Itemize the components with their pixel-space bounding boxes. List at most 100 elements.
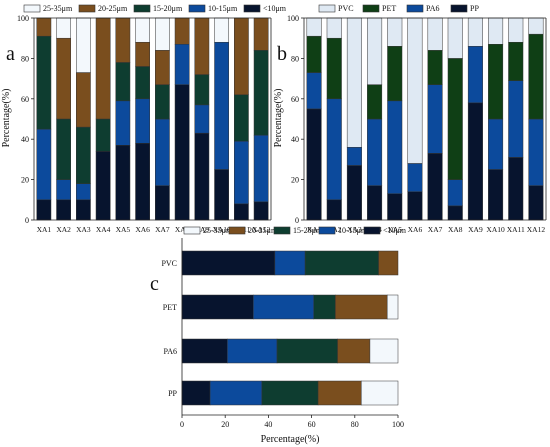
panel-a-x-tick-label: XA12 [252, 225, 271, 234]
panel-a-bar-segment [155, 50, 170, 85]
panel-a-bar-segment [135, 41, 150, 67]
panel-a-legend-swatch [133, 4, 151, 13]
panel-b-bar-segment [508, 17, 524, 43]
panel-b-y-tick-label: 20 [291, 176, 299, 185]
panel-c-bar-segment [181, 294, 254, 320]
panel-a-bar-segment [36, 128, 52, 201]
panel-c-bar-segment [317, 380, 362, 406]
panel-b-bar-segment [528, 17, 544, 35]
panel-c-bar-segment [335, 294, 388, 320]
panel-b-x-tick-label: XA1 [307, 225, 322, 234]
panel-a-bar-segment [76, 126, 91, 184]
panel-a-bar-segment [95, 151, 111, 221]
panel-b-bar-segment [508, 41, 524, 81]
panel-b-x-tick-label: XA11 [507, 225, 525, 234]
panel-a-bar-segment [135, 17, 150, 43]
panel-a-bar-segment [95, 17, 111, 120]
panel-a-bar-segment [135, 142, 150, 221]
panel-b-bar-segment [346, 165, 362, 221]
panel-b-bar-segment [467, 102, 483, 221]
panel-c-y-tick-label: PP [168, 389, 177, 398]
panel-a-bar-segment [234, 17, 249, 96]
panel-c-y-tick-label: PA6 [164, 347, 178, 356]
panel-a-bar-segment [155, 84, 170, 120]
panel-c-bar-segment [276, 338, 338, 364]
panel-c-y-tick-label: PET [163, 303, 177, 312]
panel-a-bar-segment [36, 199, 52, 221]
panel-a-bar-segment [234, 94, 249, 142]
panel-b-y-tick-label: 80 [291, 54, 299, 63]
panel-b-bar-segment [306, 108, 322, 221]
panel-a-bar-segment [155, 17, 170, 51]
panel-a-y-tick-label: 0 [25, 216, 29, 225]
panel-a-bar-segment [174, 17, 190, 45]
panel-b-y-tick-label: 0 [295, 216, 299, 225]
panel-b-legend-label: PET [382, 4, 396, 13]
panel-label-b: b [277, 43, 287, 65]
panel-c-bar-segment [227, 338, 278, 364]
panel-c-x-tick-label: 20 [221, 420, 229, 429]
panel-c-legend-label: <10μm [383, 226, 407, 235]
panel-c-bar-segment [274, 250, 306, 276]
panel-a-bar-segment [214, 169, 229, 221]
panel-a-bar-segment [194, 17, 210, 75]
panel-b-bar-segment [447, 205, 463, 221]
panel-c-legend-label: 25-35μm [203, 226, 233, 235]
panel-c-bar-segment [253, 294, 315, 320]
panel-a-bar-segment [76, 17, 91, 73]
panel-a-bar-segment [76, 199, 91, 221]
panel-a-ylabel: Percentage(%) [1, 89, 12, 148]
panel-a-bar-segment [36, 35, 52, 130]
panel-b-y-tick-label: 100 [287, 14, 299, 23]
panel-a-x-tick-label: XA9 [195, 225, 210, 234]
panel-b-bar-segment [508, 157, 524, 221]
panel-b-y-tick-label: 60 [291, 95, 299, 104]
panel-b-x-tick-label: XA3 [347, 225, 362, 234]
panel-b-bar-segment [367, 185, 383, 221]
panel-b-bar-segment [528, 185, 544, 221]
panel-c-bar-segment [209, 380, 263, 406]
panel-b-bar-segment [326, 17, 342, 39]
panel-a-bar-segment [135, 98, 150, 144]
panel-a-bar-segment [194, 74, 210, 106]
panel-a-x-tick-label: XA4 [96, 225, 111, 234]
panel-a-bar-segment [56, 17, 71, 39]
panel-b-bar-segment [306, 17, 322, 37]
panel-a-x-tick-label: XA10 [212, 225, 231, 234]
panel-a-bar-segment [234, 140, 249, 205]
panel-a-x-tick-label: XA6 [135, 225, 150, 234]
panel-c-legend-swatch [183, 226, 201, 235]
panel-a-chart: XA1XA2XA3XA4XA5XA6XA7XA8XA9XA10XA11XA120… [17, 4, 287, 234]
panel-b-bar-segment [427, 84, 443, 154]
panel-b-bar-segment [447, 17, 463, 59]
panel-b-chart: XA1XA2XA3XA4XA5XA6XA7XA8XA9XA10XA11XA120… [287, 4, 547, 234]
panel-a-bar-segment [234, 203, 249, 221]
panel-a-legend-label: 15-20μm [153, 4, 183, 13]
panel-a-bar-segment [56, 179, 71, 201]
panel-a-bar-segment [155, 185, 170, 221]
panel-b-bar-segment [346, 17, 362, 148]
panel-b-bar-segment [306, 35, 322, 73]
panel-c-bar-segment [261, 380, 319, 406]
panel-a-bar-segment [135, 66, 150, 100]
panel-c-chart: PVC PET PA6 PP 0 20 40 60 80 100 25-35μm 20-25μm 15-… [161, 226, 406, 429]
panel-b-legend-label: PP [470, 4, 479, 13]
panel-c-legend-label: 10-15μm [338, 226, 368, 235]
panel-c-bar-segment [369, 338, 399, 364]
panel-b-bar-segment [488, 169, 504, 221]
panel-b-x-tick-label: XA12 [527, 225, 546, 234]
panel-b-legend-swatch [362, 4, 380, 13]
panel-a-legend-label: <10μm [263, 4, 287, 13]
panel-b-bar-segment [407, 163, 423, 192]
panel-b-ylabel: Percentage(%) [273, 89, 284, 148]
panel-c-legend-swatch [318, 226, 336, 235]
panel-b-legend-label: PA6 [426, 4, 440, 13]
panel-a-y-tick-label: 40 [21, 135, 29, 144]
panel-label-c: c [150, 273, 159, 295]
panel-a-legend-label: 25-35μm [43, 4, 73, 13]
panel-b-bar-segment [306, 72, 322, 110]
panel-c-bar-segment [181, 250, 276, 276]
panel-a-bar-segment [174, 84, 190, 221]
panel-a-bar-segment [56, 37, 71, 120]
